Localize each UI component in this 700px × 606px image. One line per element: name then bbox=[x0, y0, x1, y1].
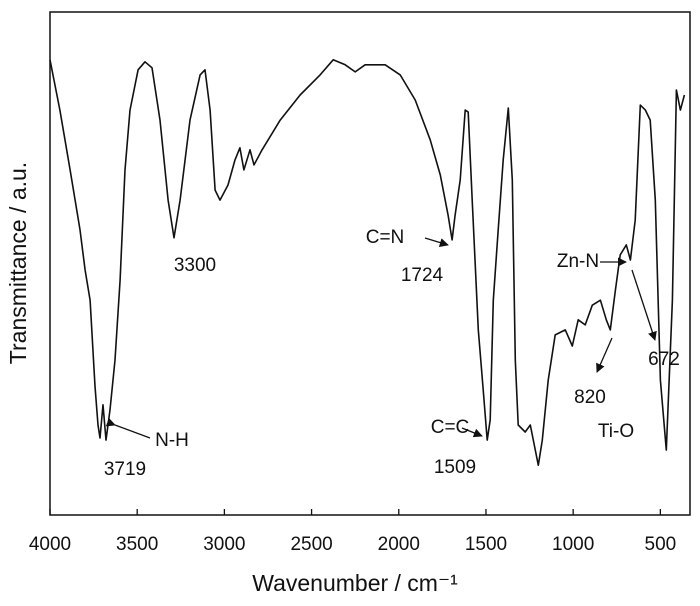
x-axis-label: Wavenumber / cm⁻¹ bbox=[252, 570, 458, 596]
annotation: 3300 bbox=[174, 255, 216, 276]
annotation: Zn-N bbox=[557, 251, 599, 272]
x-tick-label: 2500 bbox=[290, 534, 332, 555]
arrow bbox=[105, 417, 151, 439]
x-tick-label: 500 bbox=[645, 534, 677, 555]
annotation: Ti-O bbox=[598, 421, 634, 442]
x-tick-label: 3000 bbox=[203, 534, 245, 555]
annotation: C=C bbox=[431, 417, 470, 438]
annotation: 3719 bbox=[104, 459, 146, 480]
annotation: 1509 bbox=[434, 457, 476, 478]
arrow bbox=[461, 427, 483, 438]
arrow bbox=[424, 237, 449, 247]
annotation: N-H bbox=[155, 430, 189, 451]
x-tick-label: 2000 bbox=[378, 534, 420, 555]
spectrum-line bbox=[49, 59, 686, 466]
annotation: 1724 bbox=[401, 265, 444, 286]
plot-frame bbox=[49, 11, 691, 516]
y-axis-label: Transmittance / a.u. bbox=[5, 162, 31, 364]
annotation: 672 bbox=[648, 349, 680, 370]
x-tick-label: 4000 bbox=[29, 534, 71, 555]
x-tick-label: 1500 bbox=[465, 534, 507, 555]
arrow bbox=[596, 337, 613, 373]
x-tick-label: 3500 bbox=[116, 534, 158, 555]
annotation: C=N bbox=[366, 227, 405, 248]
arrow bbox=[631, 269, 657, 341]
x-tick-label: 1000 bbox=[552, 534, 594, 555]
annotation: 820 bbox=[574, 387, 606, 408]
